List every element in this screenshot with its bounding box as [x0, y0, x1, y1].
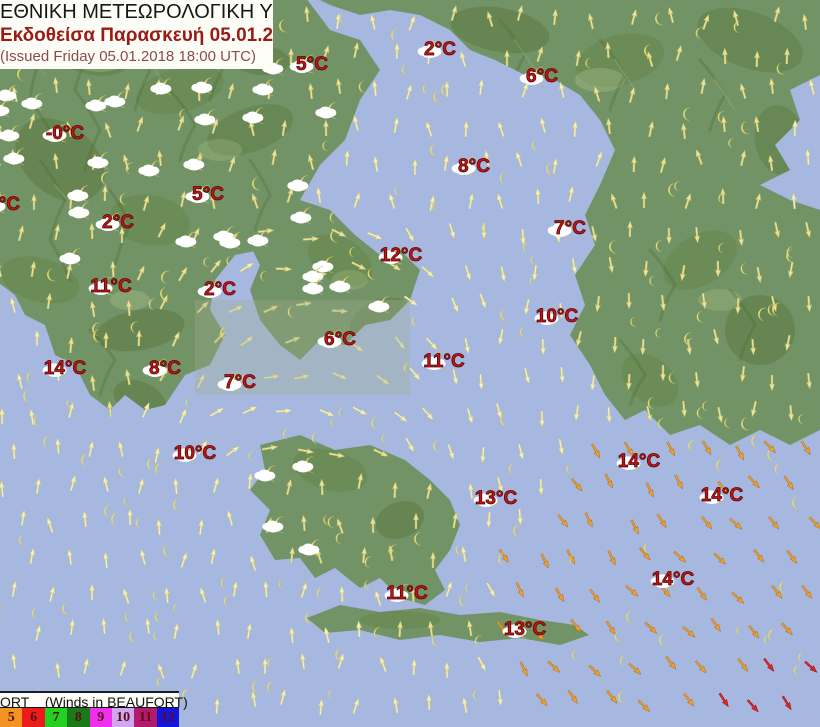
svg-text:5°C: 5°C [192, 184, 224, 205]
svg-text:8°C: 8°C [458, 156, 490, 177]
svg-text:1°C: 1°C [0, 194, 20, 215]
svg-text:14°C: 14°C [652, 569, 695, 590]
svg-text:11°C: 11°C [423, 351, 465, 372]
svg-text:6°C: 6°C [526, 66, 558, 87]
svg-text:11°C: 11°C [386, 583, 428, 604]
svg-text:-0°C: -0°C [46, 123, 84, 144]
svg-text:6°C: 6°C [324, 329, 356, 350]
svg-text:7°C: 7°C [554, 218, 586, 239]
svg-text:12°C: 12°C [380, 245, 423, 266]
svg-text:10°C: 10°C [174, 443, 217, 464]
svg-text:14°C: 14°C [44, 358, 87, 379]
svg-text:7°C: 7°C [224, 372, 256, 393]
svg-text:2°C: 2°C [424, 39, 456, 60]
svg-text:14°C: 14°C [701, 485, 744, 506]
svg-text:13°C: 13°C [475, 488, 518, 509]
svg-text:14°C: 14°C [618, 451, 661, 472]
svg-text:2°C: 2°C [204, 279, 236, 300]
svg-text:10°C: 10°C [536, 306, 579, 327]
svg-text:2°C: 2°C [102, 212, 134, 233]
svg-text:13°C: 13°C [504, 619, 547, 640]
svg-text:11°C: 11°C [90, 276, 132, 297]
svg-text:5°C: 5°C [296, 54, 328, 75]
svg-text:8°C: 8°C [149, 358, 181, 379]
